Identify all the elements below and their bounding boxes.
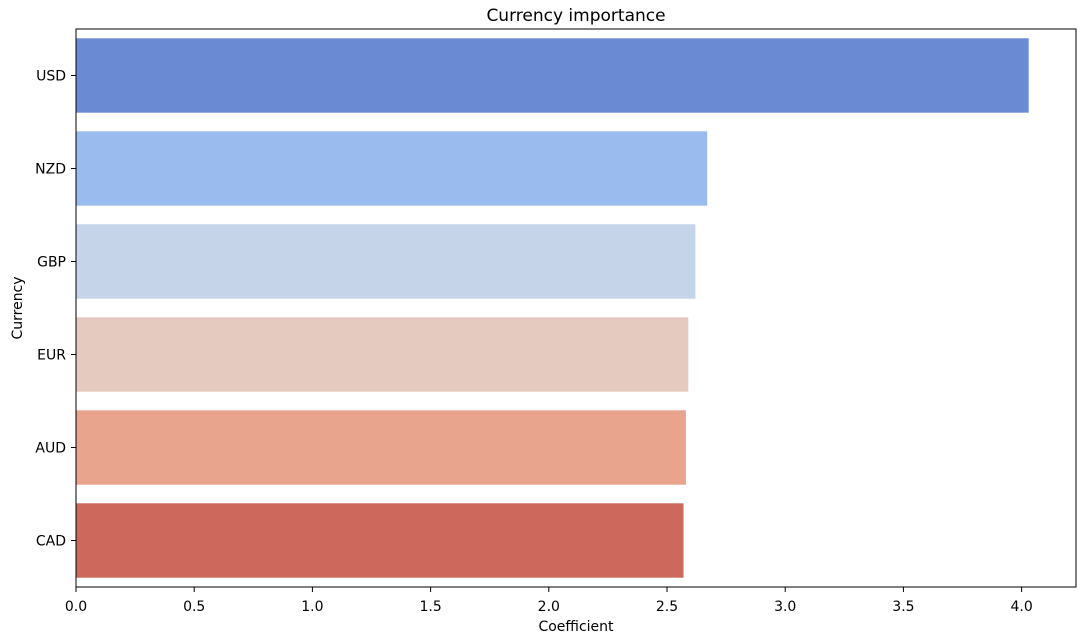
ticks-layer: USD NZD GBP EUR AUD CAD 0.0 0.5 1.0 1.5 2.0 2.5 3.0 3… bbox=[35, 69, 1033, 616]
bar-nzd bbox=[76, 131, 708, 206]
bar-eur bbox=[76, 317, 689, 392]
x-tick-label: 1.0 bbox=[301, 599, 323, 615]
x-tick-label: 1.5 bbox=[419, 599, 441, 615]
x-tick-label: 3.5 bbox=[892, 599, 914, 615]
x-tick-label: 3.0 bbox=[774, 599, 796, 615]
x-axis-label: Coefficient bbox=[538, 619, 614, 635]
y-tick-label: USD bbox=[36, 69, 66, 85]
bar-gbp bbox=[76, 224, 696, 299]
y-axis-label: Currency bbox=[10, 276, 26, 339]
y-tick-label: AUD bbox=[35, 441, 66, 457]
y-tick-label: GBP bbox=[37, 255, 66, 271]
bar-cad bbox=[76, 503, 684, 578]
y-tick-label: CAD bbox=[36, 534, 66, 550]
x-tick-label: 2.5 bbox=[656, 599, 678, 615]
x-tick-label: 2.0 bbox=[538, 599, 560, 615]
x-tick-label: 0.0 bbox=[65, 599, 87, 615]
bar-aud bbox=[76, 410, 686, 485]
x-tick-label: 0.5 bbox=[183, 599, 205, 615]
bar-usd bbox=[76, 38, 1029, 113]
bars-layer bbox=[76, 38, 1029, 578]
x-tick-label: 4.0 bbox=[1010, 599, 1032, 615]
plot-frame bbox=[75, 28, 1077, 588]
y-tick-label: EUR bbox=[37, 348, 66, 364]
y-tick-label: NZD bbox=[35, 162, 66, 178]
chart-title: Currency importance bbox=[486, 6, 665, 26]
